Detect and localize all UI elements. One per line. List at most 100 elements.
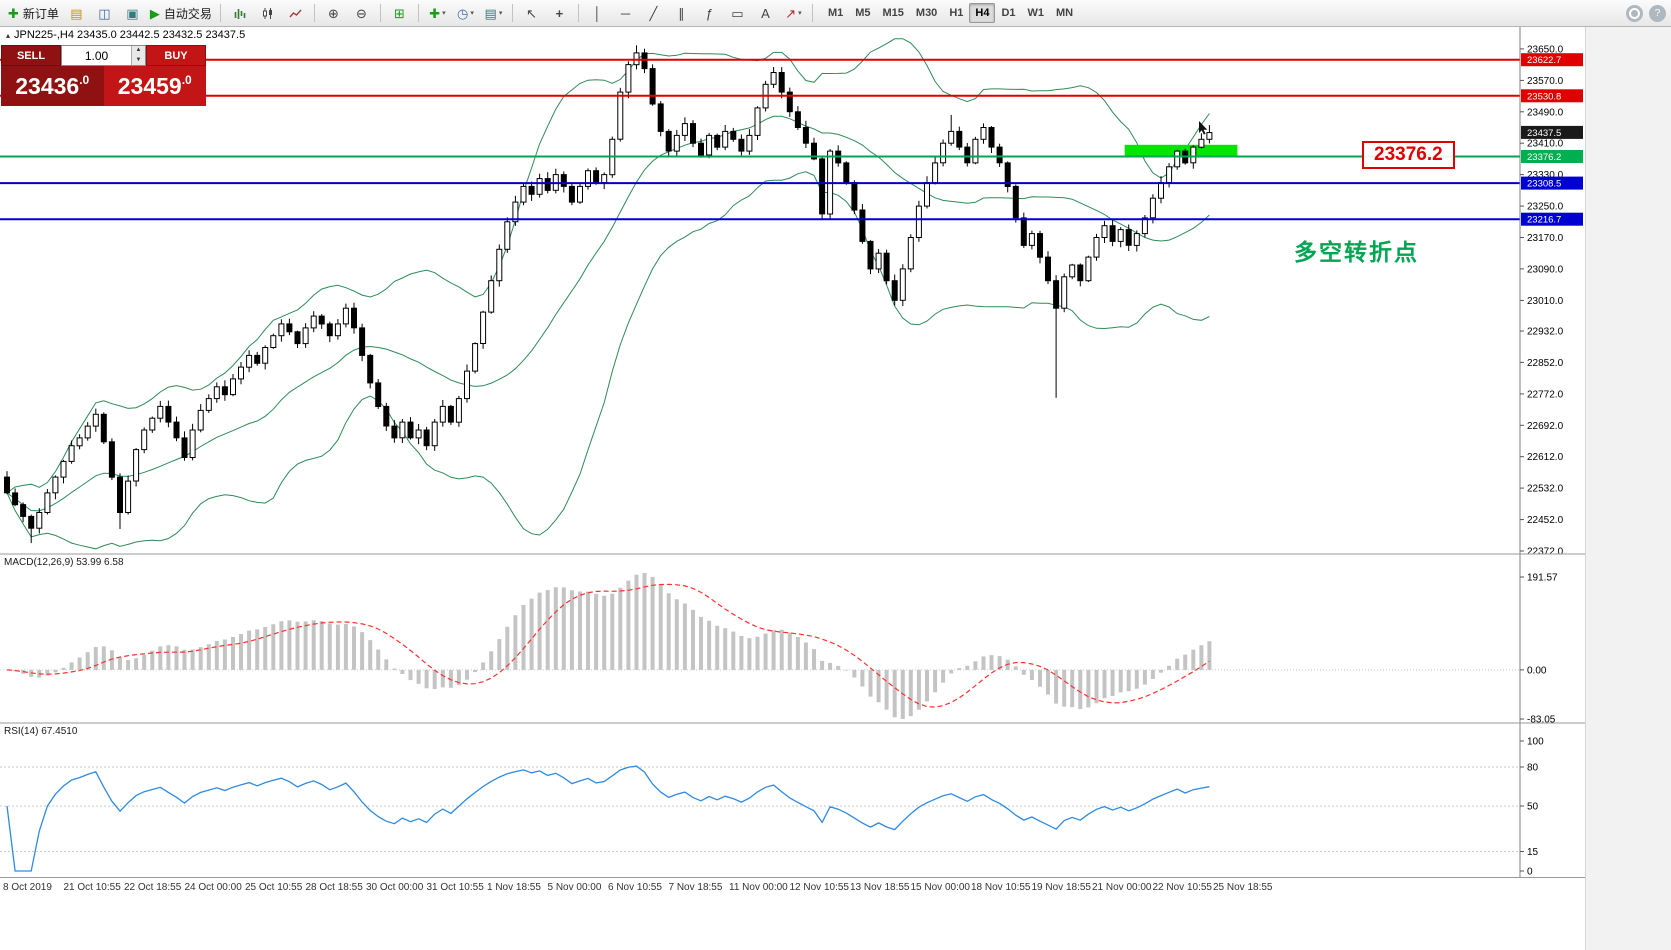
timeframe-m1[interactable]: M1 — [827, 7, 844, 19]
crosshair-button[interactable]: + — [546, 3, 573, 24]
svg-text:23490.0: 23490.0 — [1527, 107, 1564, 118]
bar-chart-button[interactable] — [226, 3, 253, 24]
horizontal-line-button[interactable]: ─ — [612, 3, 639, 24]
buy-price[interactable]: 23459 .0 — [103, 66, 206, 106]
x-axis-label: 12 Nov 10:55 — [789, 882, 850, 893]
svg-text:22852.0: 22852.0 — [1527, 358, 1564, 369]
cursor-button[interactable]: ↖ — [518, 3, 545, 24]
horizontal-line-icon: ─ — [620, 5, 631, 21]
volume-down-icon[interactable]: ▼ — [132, 55, 145, 65]
price-axis[interactable]: 23650.0 23570.0 23490.0 23410.0 23330.0 23250… — [1519, 27, 1585, 878]
shapes-button[interactable]: ▭ — [724, 3, 751, 24]
vertical-line-button[interactable]: │ — [584, 3, 611, 24]
sell-price[interactable]: 23436 .0 — [1, 66, 104, 106]
zoom-in-button[interactable]: ⊕ — [320, 3, 347, 24]
buy-price-dec: .0 — [181, 73, 192, 87]
timeframe-d1[interactable]: D1 — [1001, 7, 1016, 19]
toolbar-separator — [511, 4, 513, 22]
symbol-ohlc-title: JPN225-,H4 23435.0 23442.5 23432.5 23437… — [14, 29, 246, 41]
x-axis-label: 21 Nov 00:00 — [1092, 882, 1152, 893]
new-order-label: 新订单 — [22, 6, 59, 21]
text-button[interactable]: A — [752, 3, 779, 24]
periods-icon: ◷ — [457, 5, 469, 21]
profiles-button[interactable]: ▤ — [63, 3, 90, 24]
chevron-down-icon: ▾ — [470, 10, 474, 17]
svg-text:23170.0: 23170.0 — [1527, 233, 1564, 244]
zoom-out-button[interactable]: ⊖ — [348, 3, 375, 24]
timeframe-h1[interactable]: H1 — [949, 7, 964, 19]
svg-text:23010.0: 23010.0 — [1527, 296, 1564, 307]
arrow-tool-button[interactable]: ↗ ▾ — [780, 3, 807, 24]
toolbar: ✚ 新订单 ▤ ◫ ▣ ▶ 自动交易 ⊕ ⊖ ⊞ — [0, 0, 1671, 27]
svg-text:23216.7: 23216.7 — [1527, 215, 1561, 226]
channel-icon: ∥ — [678, 5, 685, 21]
rsi-line — [6, 765, 1210, 872]
toolbar-separator — [811, 4, 813, 22]
buy-price-int: 23459 — [117, 72, 182, 99]
channel-button[interactable]: ∥ — [668, 3, 695, 24]
sell-button[interactable]: SELL — [1, 45, 61, 66]
price-tag — [1521, 53, 1583, 67]
help-button[interactable]: ? — [1649, 4, 1666, 22]
indicators-icon: ✚ — [429, 5, 441, 21]
vertical-line-icon: │ — [593, 5, 602, 21]
svg-text:191.57: 191.57 — [1527, 573, 1558, 584]
terminal-button[interactable]: ▣ — [119, 3, 146, 24]
sell-price-dec: .0 — [79, 73, 90, 87]
timeframe-w1[interactable]: W1 — [1027, 7, 1045, 19]
shapes-icon: ▭ — [731, 5, 744, 21]
text-icon: A — [761, 5, 770, 21]
svg-text:22612.0: 22612.0 — [1527, 452, 1564, 463]
macd-histogram — [13, 573, 1212, 719]
auto-trading-button[interactable]: ▶ 自动交易 — [147, 3, 215, 24]
chevron-down-icon: ▾ — [498, 10, 503, 17]
trendline-button[interactable]: ╱ — [640, 3, 667, 24]
x-axis-label: 31 Oct 10:55 — [426, 882, 484, 893]
line-chart-icon — [289, 9, 302, 17]
timeframe-m30[interactable]: M30 — [915, 7, 938, 19]
timeframe-m5[interactable]: M5 — [855, 7, 871, 19]
horizontal-levels[interactable] — [0, 58, 1520, 221]
volume-up-icon[interactable]: ▲ — [132, 46, 145, 56]
svg-text:23330.0: 23330.0 — [1527, 170, 1564, 181]
tile-windows-button[interactable]: ⊞ — [386, 3, 413, 24]
svg-text:0: 0 — [1527, 867, 1533, 878]
line-chart-button[interactable] — [282, 3, 309, 24]
timeframe-h4[interactable]: H4 — [969, 3, 996, 23]
chart-canvas[interactable]: 23650.0 23570.0 23490.0 23410.0 23330.0 23250… — [0, 27, 1585, 877]
timeframe-m15[interactable]: M15 — [882, 7, 904, 19]
one-click-trade-panel: SELL ▲ ▼ BUY 23436 .0 23459 .0 — [1, 45, 206, 106]
x-axis-label: 13 Nov 18:55 — [850, 882, 910, 893]
svg-text:22452.0: 22452.0 — [1527, 515, 1564, 526]
cursor-icon: ↖ — [525, 5, 537, 21]
buy-button[interactable]: BUY — [146, 45, 206, 66]
x-axis-label: 30 Oct 00:00 — [366, 882, 424, 893]
price-tag — [1521, 150, 1583, 163]
candlestick-chart-button[interactable] — [254, 3, 281, 24]
svg-text:23622.7: 23622.7 — [1527, 55, 1561, 66]
templates-icon: ▤ — [484, 5, 497, 21]
expand-panel-icon[interactable]: ▴ — [6, 31, 11, 40]
fibonacci-button[interactable]: ƒ — [696, 3, 723, 24]
search-button[interactable] — [1626, 4, 1643, 22]
templates-button[interactable]: ▤ ▾ — [480, 3, 507, 24]
price-tag — [1521, 176, 1583, 190]
svg-text:15: 15 — [1527, 847, 1539, 858]
auto-trading-label: 自动交易 — [163, 6, 212, 21]
price-callout-box: 23376.2 — [1362, 141, 1455, 169]
new-order-icon: ✚ — [8, 5, 19, 21]
auto-trading-icon: ▶ — [149, 5, 160, 21]
volume-spinner: ▲ ▼ — [131, 46, 145, 65]
svg-text:23650.0: 23650.0 — [1527, 44, 1564, 55]
data-window-button[interactable]: ◫ — [91, 3, 118, 24]
sell-price-int: 23436 — [15, 72, 80, 99]
green-highlight-rect[interactable] — [1124, 144, 1238, 156]
toolbar-separator — [379, 4, 381, 22]
new-order-button[interactable]: ✚ 新订单 — [5, 3, 62, 24]
periods-button[interactable]: ◷ ▾ — [452, 3, 479, 24]
timeframe-mn[interactable]: MN — [1056, 7, 1074, 19]
svg-text:23376.2: 23376.2 — [1527, 152, 1561, 163]
volume-input[interactable] — [62, 46, 131, 65]
indicators-button[interactable]: ✚ ▾ — [424, 3, 451, 24]
time-axis[interactable]: 8 Oct 2019 21 Oct 10:55 22 Oct 18:55 24 Oct… — [0, 877, 1585, 898]
